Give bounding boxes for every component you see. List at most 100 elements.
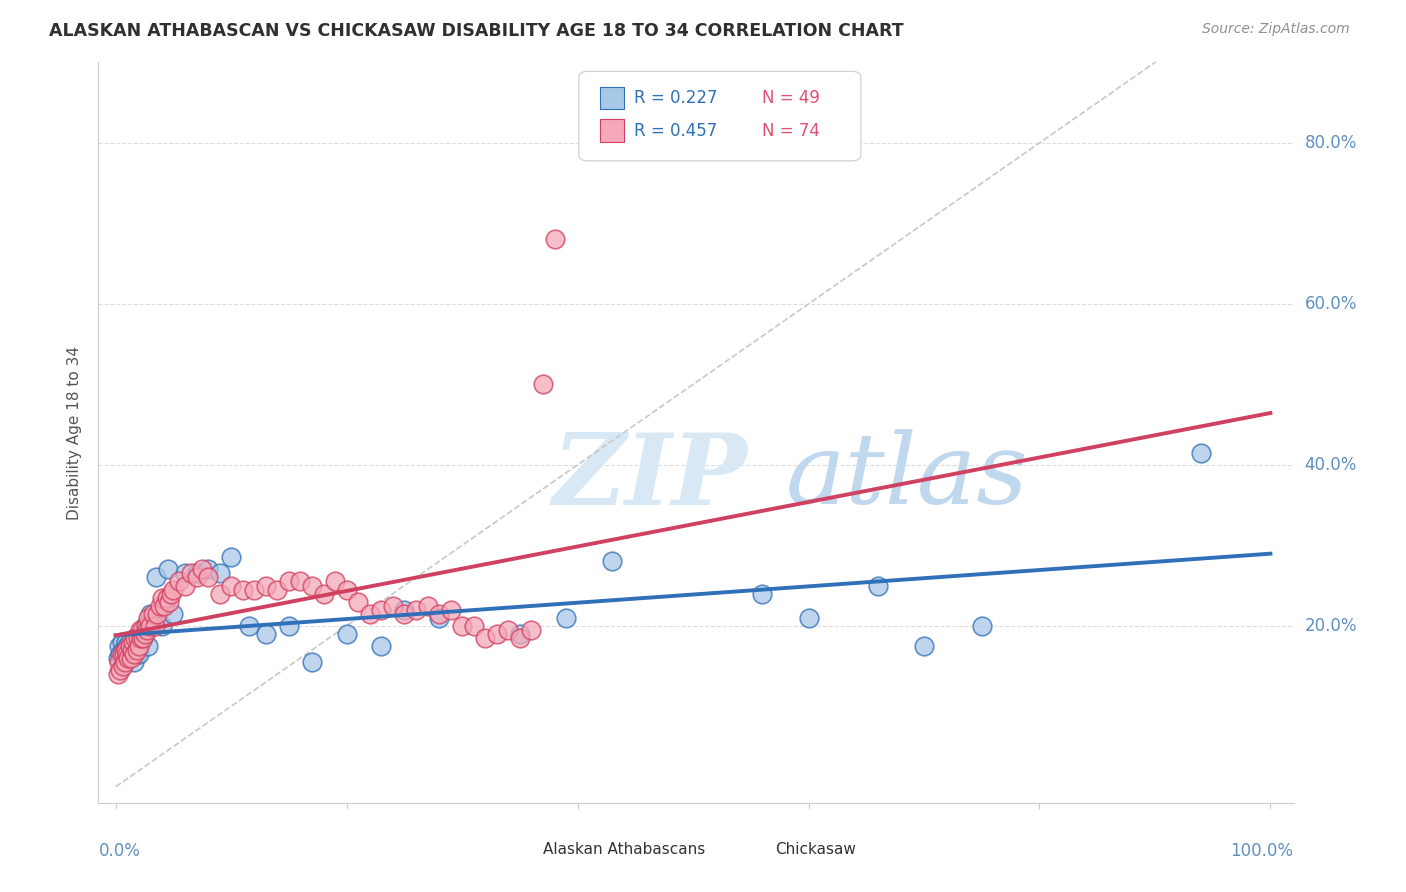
Point: [142, 607, 165, 621]
Text: Alaskan Athabascans: Alaskan Athabascans: [543, 842, 706, 857]
Point: [110, 663, 132, 677]
Point: [394, 602, 416, 616]
Point: [174, 578, 197, 592]
Point: [127, 631, 149, 645]
Point: [416, 599, 439, 613]
Text: atlas: atlas: [786, 429, 1028, 524]
Point: [451, 619, 474, 633]
Point: [146, 607, 169, 621]
Point: [160, 586, 183, 600]
Point: [114, 643, 136, 657]
Text: R = 0.457: R = 0.457: [634, 121, 717, 139]
Point: [139, 607, 162, 621]
Point: [124, 631, 146, 645]
Point: [149, 599, 172, 613]
Point: [254, 627, 277, 641]
Text: 20.0%: 20.0%: [1305, 616, 1357, 635]
Point: [167, 574, 190, 589]
Point: [278, 574, 301, 589]
Text: 40.0%: 40.0%: [1305, 456, 1357, 474]
Point: [162, 582, 184, 597]
Point: [128, 647, 150, 661]
Point: [197, 562, 219, 576]
Point: [301, 578, 323, 592]
Point: [162, 607, 184, 621]
Point: [405, 602, 427, 616]
Point: [323, 574, 346, 589]
Text: Chickasaw: Chickasaw: [775, 842, 856, 857]
Point: [129, 623, 152, 637]
Text: ZIP: ZIP: [553, 429, 748, 525]
Text: R = 0.227: R = 0.227: [634, 89, 717, 107]
Point: [127, 639, 149, 653]
Text: 0.0%: 0.0%: [98, 842, 141, 860]
Point: [751, 586, 773, 600]
Text: N = 49: N = 49: [762, 89, 820, 107]
Point: [347, 594, 370, 608]
Point: [122, 647, 145, 661]
Point: [191, 562, 214, 576]
FancyBboxPatch shape: [600, 120, 624, 142]
Point: [135, 619, 157, 633]
Point: [136, 639, 159, 653]
Point: [117, 651, 139, 665]
Point: [153, 599, 176, 613]
Point: [121, 639, 143, 653]
Point: [122, 655, 145, 669]
Point: [125, 647, 148, 661]
Point: [543, 232, 565, 246]
Y-axis label: Disability Age 18 to 34: Disability Age 18 to 34: [67, 345, 83, 520]
Point: [439, 602, 461, 616]
Point: [156, 562, 179, 576]
Point: [117, 651, 139, 665]
Point: [1189, 446, 1212, 460]
Point: [394, 607, 416, 621]
Point: [208, 566, 231, 581]
Point: [132, 631, 155, 645]
Point: [115, 635, 138, 649]
Text: 60.0%: 60.0%: [1305, 295, 1357, 313]
Point: [370, 639, 392, 653]
Point: [128, 639, 150, 653]
Text: 80.0%: 80.0%: [1305, 134, 1357, 152]
Point: [143, 619, 166, 633]
Point: [122, 639, 145, 653]
Point: [112, 655, 135, 669]
Point: [134, 619, 156, 633]
Point: [114, 655, 136, 669]
FancyBboxPatch shape: [741, 838, 768, 861]
Point: [232, 582, 254, 597]
Point: [110, 635, 132, 649]
Point: [485, 627, 508, 641]
Point: [112, 647, 135, 661]
Point: [111, 659, 134, 673]
Point: [509, 631, 531, 645]
Text: 100.0%: 100.0%: [1230, 842, 1294, 860]
Point: [336, 627, 359, 641]
Point: [531, 377, 554, 392]
Point: [110, 647, 132, 661]
Point: [122, 635, 145, 649]
Point: [427, 610, 450, 624]
Point: [219, 550, 242, 565]
Point: [117, 647, 139, 661]
Point: [186, 566, 208, 581]
Point: [266, 582, 288, 597]
Text: N = 74: N = 74: [762, 121, 820, 139]
Point: [208, 586, 231, 600]
Point: [107, 667, 129, 681]
Point: [108, 639, 131, 653]
Point: [150, 591, 173, 605]
Point: [145, 570, 167, 584]
Point: [111, 643, 134, 657]
Point: [336, 582, 359, 597]
Point: [186, 570, 208, 584]
Point: [120, 651, 142, 665]
Point: [600, 554, 623, 568]
Point: [118, 635, 141, 649]
Point: [290, 574, 312, 589]
Point: [238, 619, 260, 633]
Point: [129, 631, 152, 645]
Point: [359, 607, 381, 621]
Point: [797, 610, 820, 624]
